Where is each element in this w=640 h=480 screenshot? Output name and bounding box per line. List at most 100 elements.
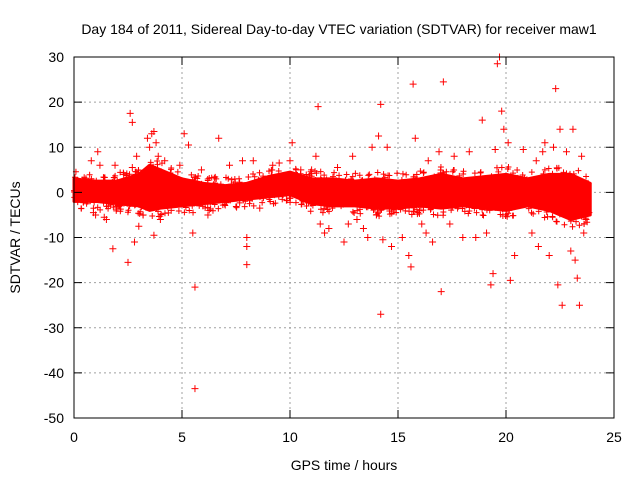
data-point bbox=[191, 385, 199, 393]
x-tick-label: 0 bbox=[70, 429, 78, 445]
band-marker bbox=[401, 195, 408, 202]
x-tick-label: 5 bbox=[178, 429, 186, 445]
band-marker bbox=[287, 187, 294, 194]
data-point bbox=[288, 139, 296, 147]
band-marker bbox=[459, 205, 466, 212]
data-point bbox=[558, 301, 566, 309]
data-point bbox=[545, 252, 553, 260]
x-axis-title: GPS time / hours bbox=[291, 457, 398, 473]
band-marker bbox=[167, 179, 174, 186]
data-point bbox=[498, 107, 506, 115]
data-point bbox=[398, 234, 406, 241]
band-marker bbox=[246, 197, 253, 204]
band-marker bbox=[565, 181, 572, 188]
band-marker bbox=[256, 189, 263, 196]
band-marker bbox=[86, 179, 93, 186]
band-marker bbox=[104, 194, 111, 201]
band-marker bbox=[147, 159, 154, 166]
band-marker bbox=[380, 204, 387, 211]
band-marker bbox=[571, 214, 578, 221]
band-marker bbox=[561, 221, 568, 228]
band-marker bbox=[468, 179, 475, 186]
data-point bbox=[532, 157, 540, 165]
band-marker bbox=[190, 209, 197, 216]
band-marker bbox=[297, 184, 304, 191]
band-marker bbox=[571, 173, 578, 180]
band-marker bbox=[254, 185, 261, 192]
band-marker bbox=[447, 197, 454, 204]
band-marker bbox=[234, 195, 241, 202]
band-marker bbox=[548, 181, 555, 188]
data-point bbox=[176, 161, 184, 169]
band-marker bbox=[191, 197, 198, 204]
data-point bbox=[584, 179, 592, 187]
band-marker bbox=[529, 200, 536, 207]
band-marker bbox=[353, 191, 360, 198]
band-marker bbox=[294, 171, 301, 178]
band-marker bbox=[126, 171, 133, 178]
data-point bbox=[491, 146, 499, 154]
y-tick-label: 20 bbox=[48, 94, 64, 110]
band-marker bbox=[141, 192, 148, 199]
band-marker bbox=[502, 213, 509, 220]
band-marker bbox=[266, 168, 273, 175]
band-marker bbox=[300, 198, 307, 205]
data-point bbox=[554, 281, 562, 289]
band-marker bbox=[123, 170, 130, 177]
band-marker bbox=[175, 207, 182, 214]
band-marker bbox=[329, 205, 336, 212]
data-point bbox=[388, 243, 396, 251]
band-marker bbox=[497, 183, 504, 190]
data-point bbox=[191, 283, 199, 291]
band-marker bbox=[366, 187, 373, 194]
band-marker bbox=[230, 190, 237, 197]
band-marker bbox=[276, 190, 283, 197]
band-marker bbox=[410, 173, 417, 180]
band-marker bbox=[572, 204, 579, 211]
data-point bbox=[405, 252, 413, 260]
band-marker bbox=[532, 201, 539, 208]
band-marker bbox=[222, 195, 229, 202]
band-marker bbox=[364, 204, 371, 211]
band-marker bbox=[198, 180, 205, 187]
band-marker bbox=[317, 168, 324, 175]
data-point bbox=[571, 256, 579, 264]
band-marker bbox=[481, 195, 488, 202]
band-marker bbox=[472, 200, 479, 207]
band-marker bbox=[304, 176, 311, 183]
band-marker bbox=[318, 176, 325, 183]
band-marker bbox=[441, 181, 448, 188]
band-marker bbox=[432, 185, 439, 192]
data-point bbox=[493, 60, 501, 68]
band-marker bbox=[343, 171, 350, 178]
data-point bbox=[184, 141, 192, 149]
band-marker bbox=[566, 172, 573, 179]
axis-ticks: 0 5 10 15 20 25 -50 -40 -30 -20 -10 0 10 20 30 bbox=[44, 49, 622, 445]
band-marker bbox=[99, 188, 106, 195]
band-marker bbox=[78, 205, 85, 212]
band-marker bbox=[367, 178, 374, 185]
band-marker bbox=[86, 171, 93, 178]
data-point bbox=[135, 222, 143, 230]
data-point bbox=[573, 274, 581, 282]
data-point bbox=[275, 159, 283, 167]
band-marker bbox=[248, 190, 255, 197]
band-marker bbox=[348, 176, 355, 183]
band-marker bbox=[541, 214, 548, 221]
band-marker bbox=[353, 197, 360, 204]
band-marker bbox=[87, 198, 94, 205]
data-point bbox=[407, 263, 415, 271]
band-marker bbox=[381, 174, 388, 181]
band-marker bbox=[122, 176, 129, 183]
data-point bbox=[130, 238, 138, 246]
band-marker bbox=[582, 199, 589, 206]
band-marker bbox=[481, 176, 488, 183]
data-point bbox=[156, 215, 164, 223]
data-point bbox=[76, 182, 84, 190]
data-point bbox=[465, 148, 473, 156]
data-point bbox=[334, 164, 342, 172]
band-marker bbox=[576, 222, 583, 229]
band-marker bbox=[236, 199, 243, 206]
band-marker bbox=[466, 189, 473, 196]
